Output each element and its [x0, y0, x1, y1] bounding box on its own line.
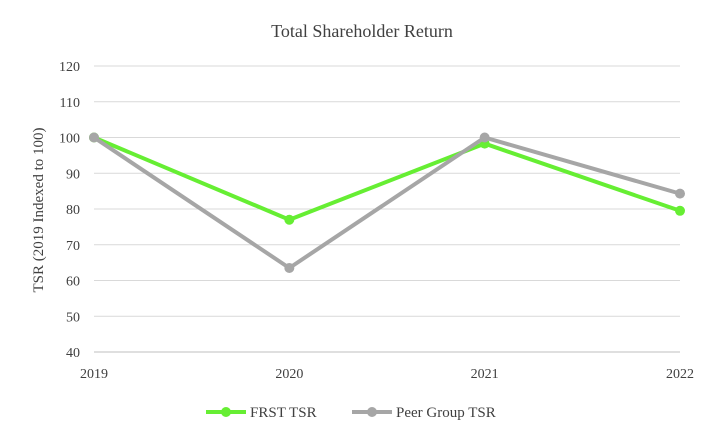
series-peer-group-tsr [89, 132, 685, 273]
y-tick-label: 50 [66, 310, 80, 325]
x-tick-label: 2021 [471, 367, 499, 382]
y-tick-label: 40 [66, 346, 80, 361]
series-frst-tsr [89, 132, 685, 225]
x-tick-label: 2020 [275, 367, 303, 382]
legend-swatch-marker [367, 407, 377, 417]
y-tick-label: 70 [66, 239, 80, 254]
y-tick-label: 60 [66, 275, 80, 290]
y-axis-title: TSR (2019 Indexed to 100) [31, 128, 47, 293]
legend-label: Peer Group TSR [396, 405, 496, 421]
y-axis-ticks: 40 50 60 70 80 90 100 110 120 [59, 60, 80, 361]
series-group [89, 132, 685, 273]
y-tick-label: 110 [60, 96, 80, 111]
data-point [675, 205, 685, 216]
legend-item: Peer Group TSR [352, 405, 496, 421]
x-axis-ticks: 2019 2020 2021 2022 [80, 367, 694, 382]
legend-label: FRST TSR [250, 405, 317, 421]
gridlines [94, 65, 680, 353]
data-point [675, 188, 685, 199]
data-point [479, 132, 490, 143]
y-tick-label: 90 [66, 167, 80, 182]
x-tick-label: 2022 [666, 367, 694, 382]
data-point [284, 262, 295, 273]
legend-item: FRST TSR [206, 405, 317, 421]
legend-swatch-marker [221, 407, 231, 417]
y-tick-label: 100 [59, 132, 80, 147]
data-point [284, 214, 295, 225]
y-tick-label: 80 [66, 203, 80, 218]
data-point [89, 132, 99, 143]
chart-title: Total Shareholder Return [271, 21, 453, 41]
series-line [92, 135, 682, 222]
series-line [92, 135, 682, 270]
legend: FRST TSR Peer Group TSR [206, 405, 496, 421]
y-tick-label: 120 [59, 60, 80, 75]
x-tick-label: 2019 [80, 367, 108, 382]
